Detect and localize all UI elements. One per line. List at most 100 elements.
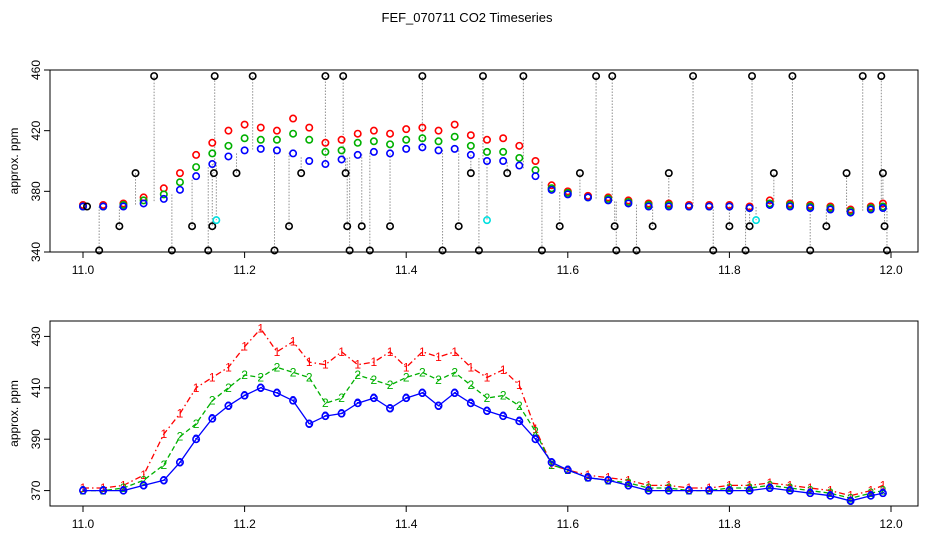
outlier-marker-black [478,72,487,81]
outlier-marker-black [438,246,447,255]
series-1-label: 1 [532,422,539,436]
series-1-point [369,126,378,135]
outlier-marker-black [115,222,124,231]
series-3-point [159,476,168,485]
series-3-label: 3 [257,381,264,395]
series-2-point [256,135,265,144]
series-2-point [208,149,217,158]
series-2-label: 2 [532,424,539,438]
outlier-marker-black [209,169,218,178]
series-2-point [337,146,346,155]
series-1-label: 1 [847,489,854,503]
series-3-point [785,202,794,211]
series-2-point [159,190,168,199]
series-3-point [402,394,411,403]
series-2-label: 2 [387,378,394,392]
series-1-label: 1 [500,363,507,377]
outlier-marker-black [537,246,546,255]
x-tick-label: 12.0 [879,517,903,531]
series-3-point [725,202,734,211]
series-3-point [305,419,314,428]
outlier-marker-black [858,72,867,81]
outlier-marker-black [454,222,463,231]
series-1-point [224,126,233,135]
series-2-point [240,134,249,143]
series-3-point [806,489,815,498]
outlier-marker-black [610,222,619,231]
series-3-point [450,388,459,397]
series-3-point [785,486,794,495]
series-3-label: 3 [532,432,539,446]
series-3-label: 3 [371,391,378,405]
series-3-point [386,149,395,158]
series-3-point [369,394,378,403]
series-1-point [531,157,540,166]
series-2-label: 2 [225,381,232,395]
outlier-marker-black [612,246,621,255]
series-3-point [337,409,346,418]
series-1-point [240,120,249,129]
y-axis-label: approx. ppm [7,128,21,195]
series-2-point [402,135,411,144]
series-1-label: 1 [290,335,297,349]
outlier-marker-black [788,72,797,81]
series-3-label: 3 [726,484,733,498]
outlier-marker-black [769,169,778,178]
series-1-point [878,199,887,208]
series-3-point [515,417,524,426]
series-3-label: 3 [177,455,184,469]
outlier-marker-black [880,222,889,231]
series-3-label: 3 [766,481,773,495]
series-2-point [224,141,233,150]
series-3-point [482,406,491,415]
x-tick-label: 11.6 [557,517,580,531]
outlier-marker-black [466,169,475,178]
series-3-label: 3 [516,414,523,428]
series-2-point [369,137,378,146]
series-2-point [305,135,314,144]
series-3-line [83,387,884,502]
x-tick-label: 11.2 [233,263,256,277]
series-3-point [353,399,362,408]
plot-frame [49,320,919,507]
series-3-point [705,202,714,211]
series-1-point [515,141,524,150]
outlier-marker-black [519,72,528,81]
series-1-label: 1 [467,360,474,374]
series-3-point [289,396,298,405]
series-3-label: 3 [585,471,592,485]
series-3-label: 3 [80,484,87,498]
series-1-point [208,138,217,147]
series-3-point [826,205,835,214]
outlier-marker-black [748,72,757,81]
series-3-label: 3 [209,412,216,426]
outlier-marker-black [725,222,734,231]
series-3-point [745,204,754,213]
series-2-label: 2 [371,373,378,387]
series-3-point [224,152,233,161]
series-3-point [256,383,265,392]
series-3-point [450,144,459,153]
series-1-label: 1 [625,473,632,487]
series-3-point [866,491,875,500]
outlier-marker-black [285,222,294,231]
series-3-label: 3 [645,484,652,498]
series-1-point [175,169,184,178]
series-1-point [256,123,265,132]
series-3-label: 3 [241,389,248,403]
series-3-point [664,486,673,495]
series-3-point [846,208,855,217]
series-3-point [418,388,427,397]
series-3-point [272,146,281,155]
outlier-marker-black [877,72,886,81]
series-1-label: 1 [338,345,345,359]
series-1-label: 1 [807,481,814,495]
series-1-label: 1 [241,340,248,354]
outlier-marker-black [95,246,104,255]
outlier-marker-black [503,169,512,178]
series-3-point [846,496,855,505]
series-3-point [563,190,572,199]
series-3-point [321,160,330,169]
outlier-marker-black [555,222,564,231]
x-tick-label: 11.8 [718,517,741,531]
